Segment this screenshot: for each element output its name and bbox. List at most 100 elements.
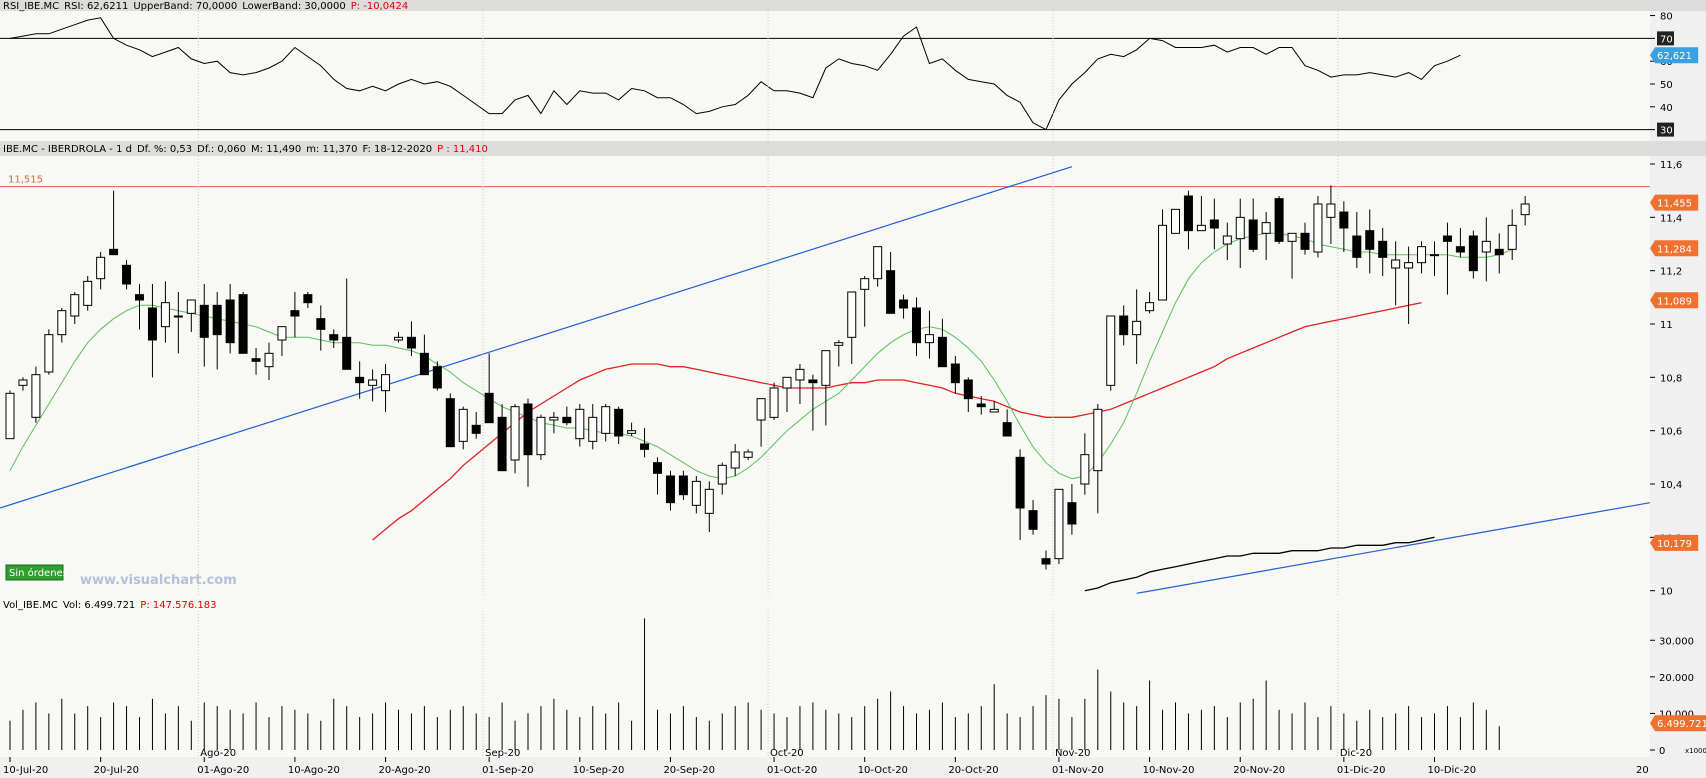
rsi-tick-label: 80	[1660, 12, 1673, 23]
price-header-bar	[0, 141, 1706, 156]
candle-down	[963, 379, 973, 400]
candle-up	[510, 406, 520, 461]
candle-up	[601, 406, 611, 434]
date-label: 01-Oct-20	[767, 765, 817, 776]
candle-up	[1326, 203, 1336, 218]
orders-badge[interactable]: Sin órdenes	[5, 564, 68, 581]
candle-up	[1093, 408, 1103, 472]
volume-unit-label: x1000	[1685, 747, 1706, 755]
candle-up	[1391, 259, 1401, 269]
candle-down	[484, 392, 494, 424]
candle-up	[394, 336, 403, 341]
candle-down	[808, 379, 818, 384]
price-tick-label: 10	[1660, 587, 1673, 598]
candle-up	[1313, 203, 1323, 253]
candle-up	[381, 374, 391, 392]
date-label: 20-Jul-20	[94, 765, 139, 776]
candle-down	[316, 318, 326, 330]
candle-down	[432, 366, 442, 389]
candle-down	[1119, 315, 1129, 336]
rsi-tick-label: 70	[1660, 34, 1673, 45]
price-tag-4	[1650, 534, 1699, 551]
candle-up	[1287, 232, 1297, 242]
volume-title: Vol_IBE.MC Vol: 6.499.721 P: 147.576.183	[3, 600, 217, 611]
candle-down	[1274, 198, 1284, 242]
candle-down	[1339, 211, 1349, 229]
date-label: 20-Nov-20	[1233, 765, 1285, 776]
candle-up	[769, 387, 779, 418]
candle-down	[523, 403, 533, 456]
candle-down	[303, 294, 313, 304]
ma-short-line	[9, 232, 1513, 480]
date-axis	[0, 757, 1706, 778]
candle-up	[924, 334, 934, 344]
candle-down	[406, 336, 416, 349]
rsi-band-tag	[1657, 122, 1674, 137]
candle-up	[717, 464, 727, 485]
price-title: IBE.MC - IBERDROLA - 1 d Df. %: 0,53 Df.: …	[3, 144, 488, 155]
candle-up	[44, 334, 54, 373]
candle-up	[83, 280, 93, 306]
candle-up	[873, 246, 883, 280]
rsi-title: RSI_IBE.MC RSI: 62,6211 UpperBand: 70,0000…	[3, 1, 408, 12]
candle-down	[1041, 558, 1051, 565]
candle-down	[355, 376, 365, 384]
price-tick-label: 10,4	[1660, 480, 1682, 491]
candle-down	[614, 408, 624, 437]
candle-down	[950, 363, 960, 384]
candle-up	[795, 368, 805, 381]
rsi-header-bar	[0, 0, 1706, 11]
price-tick-label: 11	[1660, 320, 1673, 331]
price-tag-3	[1650, 292, 1699, 309]
candle-up	[70, 294, 80, 317]
date-label: 01-Dic-20	[1337, 765, 1386, 776]
candle-down	[1365, 230, 1375, 250]
candle-up	[1145, 302, 1155, 312]
candle-down	[471, 424, 481, 434]
candle-down	[1300, 232, 1310, 250]
resistance-label: 11,515	[8, 175, 43, 186]
candle-down	[342, 336, 352, 370]
ma-long-line	[1084, 536, 1435, 592]
candle-up	[1261, 222, 1271, 234]
candle-up	[458, 408, 468, 442]
date-label: 20-Ago-20	[379, 765, 431, 776]
candle-up	[536, 416, 546, 456]
candle-down	[1209, 219, 1219, 229]
date-label: 20-Oct-20	[948, 765, 998, 776]
price-tick-label: 11,4	[1660, 213, 1682, 224]
price-tick-label: 10,6	[1660, 427, 1682, 438]
candle-up	[1520, 203, 1530, 216]
rsi-line	[9, 17, 1461, 131]
month-label: Dic-20	[1340, 748, 1372, 759]
candle-up	[173, 315, 183, 318]
candle-up	[1106, 315, 1116, 386]
candle-down	[238, 294, 248, 354]
candle-up	[730, 451, 740, 469]
candle-down	[653, 462, 662, 474]
volume-tick-label: 30.000	[1659, 636, 1694, 647]
date-label: 01-Sep-20	[482, 765, 534, 776]
volume-current-tag-label: 6.499.721	[1657, 719, 1706, 730]
candle-down	[1067, 502, 1077, 525]
price-tag-1-label: 11,455	[1657, 199, 1692, 210]
candle-up	[264, 352, 274, 368]
candle-down	[562, 416, 572, 424]
candle-down	[976, 403, 986, 408]
volume-tick-label: 10.000	[1659, 709, 1694, 720]
candle-down	[1378, 240, 1388, 258]
date-label: 10-Oct-20	[858, 765, 908, 776]
candle-down	[1002, 422, 1012, 437]
candle-down	[419, 352, 429, 376]
candle-down	[1442, 235, 1452, 242]
candle-up	[1054, 488, 1064, 560]
price-tick-label: 10,8	[1660, 373, 1682, 384]
candle-up	[1417, 246, 1427, 264]
candle-down	[147, 307, 157, 341]
date-label: 10-Dic-20	[1428, 765, 1477, 776]
date-label: 20-Sep-20	[663, 765, 715, 776]
volume-tick-label: 20.000	[1659, 673, 1694, 684]
candle-down	[135, 294, 144, 301]
rsi-band-tag	[1657, 31, 1674, 46]
